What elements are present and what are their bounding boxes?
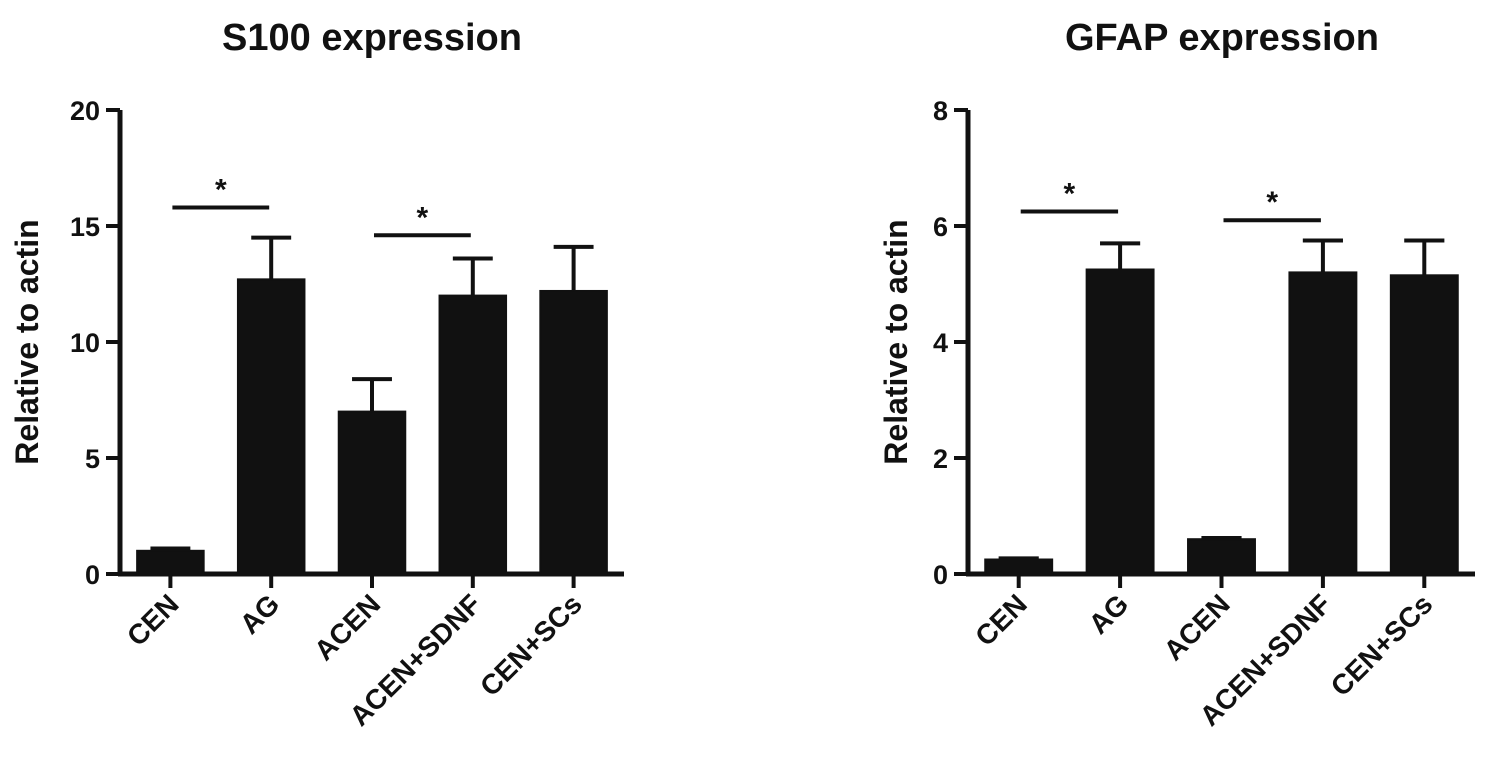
gfap-y-tick-label: 8 <box>933 96 948 126</box>
s100-bar-ag <box>236 278 306 575</box>
gfap-bar-acen <box>1187 538 1256 576</box>
s100-bar-cen-scs <box>539 289 608 575</box>
s100-y-tick-label: 20 <box>70 96 100 126</box>
gfap-bar-ag <box>1085 268 1155 575</box>
s100-bar-acen <box>337 410 407 575</box>
gfap-y-tick-label: 6 <box>933 212 948 242</box>
gfap-y-tick-label: 2 <box>933 444 948 474</box>
s100-y-tick-label: 5 <box>85 444 100 474</box>
gfap-category-label: ACEN <box>1158 588 1236 666</box>
gfap-chart-title: GFAP expression <box>1065 17 1379 59</box>
s100-significance-label: * <box>215 173 227 206</box>
s100-category-label: AG <box>234 588 286 640</box>
s100-significance-label: * <box>417 201 429 234</box>
gfap-significance-label: * <box>1064 178 1076 211</box>
s100-y-tick-label: 10 <box>70 328 100 358</box>
s100-category-label: CEN <box>121 588 185 652</box>
gfap-y-axis-label: Relative to actin <box>878 219 914 464</box>
s100-bar-acen-sdnf <box>438 294 508 575</box>
s100-bar-cen <box>136 549 205 575</box>
gfap-category-label: CEN <box>969 588 1033 652</box>
s100-panel: S100 expression Relative to actin 0 5 10 15… <box>9 17 624 732</box>
s100-y-tick-label: 15 <box>70 212 100 242</box>
gfap-y-tick-label: 0 <box>933 560 948 590</box>
s100-y-tick-label: 0 <box>85 560 100 590</box>
gfap-bar-cen-scs <box>1389 274 1459 575</box>
gfap-y-tick-label: 4 <box>933 328 948 358</box>
gfap-significance-label: * <box>1266 186 1278 219</box>
s100-y-axis-label: Relative to actin <box>9 219 45 464</box>
gfap-category-label: AG <box>1083 588 1135 640</box>
s100-chart-title: S100 expression <box>222 17 522 59</box>
gfap-panel: GFAP expression Relative to actin 0 2 4 6 8 C… <box>878 17 1475 732</box>
gfap-category-label: CEN+SCs <box>1325 588 1439 702</box>
s100-category-label: ACEN <box>308 588 386 666</box>
gfap-bar-cen <box>984 558 1054 575</box>
s100-category-label: CEN+SCs <box>474 588 588 702</box>
gfap-bar-acen-sdnf <box>1288 271 1358 575</box>
